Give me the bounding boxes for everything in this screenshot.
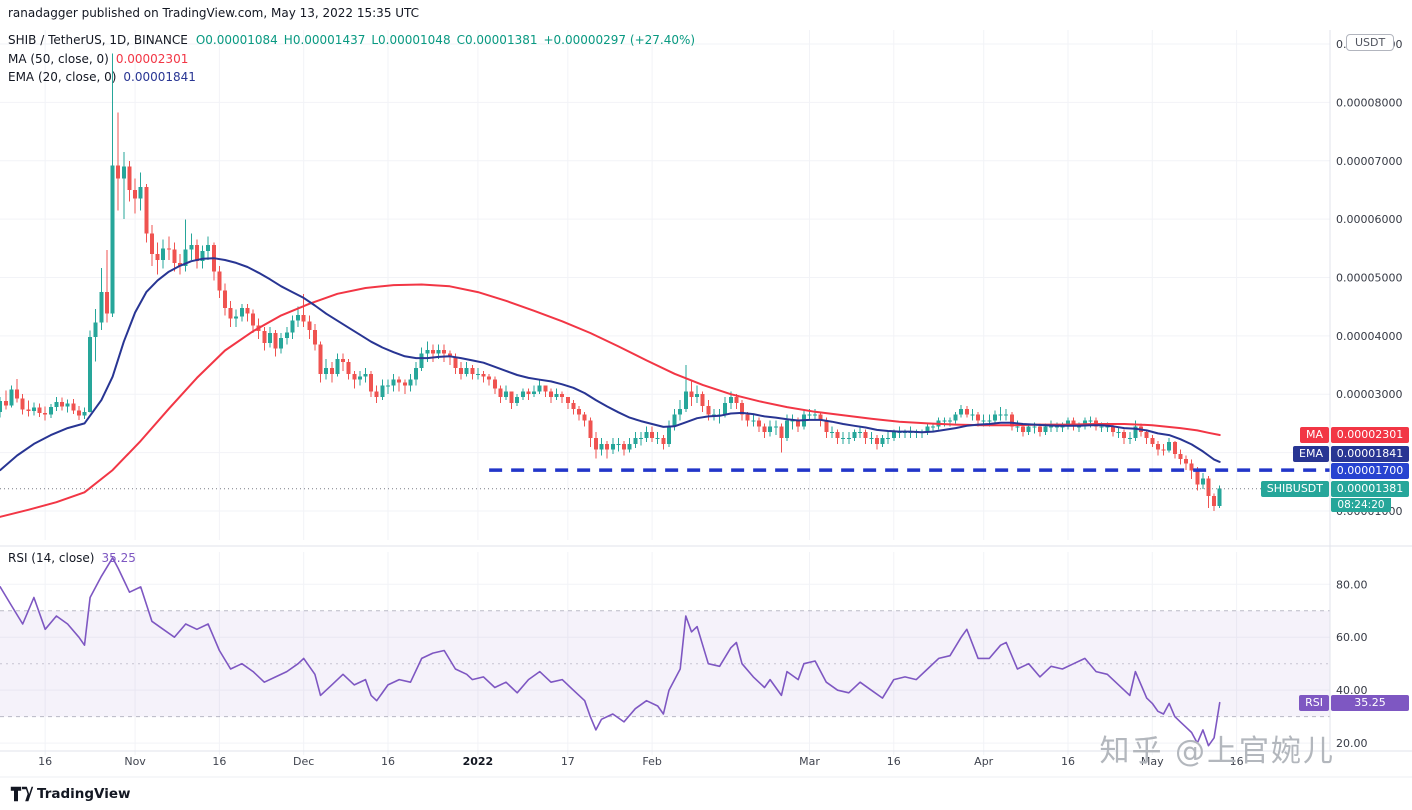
rsi-line	[0, 556, 1221, 747]
svg-text:16: 16	[381, 755, 395, 768]
last-price-badge: 0.00001381	[1331, 481, 1409, 497]
symbol-legend[interactable]: SHIB / TetherUS, 1D, BINANCE O0.00001084 H…	[8, 33, 701, 47]
ohlc-open: O0.00001084	[195, 33, 278, 47]
candle-countdown-badge: 08:24:20	[1331, 498, 1391, 512]
svg-text:16: 16	[38, 755, 52, 768]
svg-text:80.00: 80.00	[1336, 578, 1368, 591]
ema-price-badge: 0.00001841	[1331, 446, 1409, 462]
ohlc-close: C0.00001381	[456, 33, 538, 47]
svg-text:0.00008000: 0.00008000	[1336, 96, 1402, 109]
svg-text:0.00005000: 0.00005000	[1336, 271, 1402, 284]
ma-legend-label: MA (50, close, 0)	[8, 52, 109, 66]
svg-text:0.00004000: 0.00004000	[1336, 330, 1402, 343]
candles	[0, 53, 1222, 512]
zhihu-watermark: 知乎 @上官婉儿	[1099, 734, 1335, 769]
svg-text:Mar: Mar	[799, 755, 820, 768]
tradingview-logo-icon[interactable]	[10, 784, 34, 804]
rsi-axis-tag: RSI	[1299, 695, 1329, 711]
overlay-lines	[0, 257, 1330, 518]
svg-text:16: 16	[1230, 755, 1244, 768]
svg-text:Dec: Dec	[293, 755, 314, 768]
svg-text:16: 16	[887, 755, 901, 768]
rsi-legend[interactable]: RSI (14, close) 35.25	[8, 551, 136, 565]
ma-price-badge: 0.00002301	[1331, 427, 1409, 443]
support-price-badge: 0.00001700	[1331, 463, 1409, 479]
ema-axis-tag: EMA	[1293, 446, 1329, 462]
ohlc-high: H0.00001437	[283, 33, 366, 47]
ma-legend[interactable]: MA (50, close, 0) 0.00002301	[8, 52, 188, 66]
rsi-legend-label: RSI (14, close)	[8, 551, 95, 565]
svg-text:0.00003000: 0.00003000	[1336, 388, 1402, 401]
grid-lines	[0, 30, 1330, 755]
svg-text:Apr: Apr	[974, 755, 994, 768]
svg-text:0.00007000: 0.00007000	[1336, 155, 1402, 168]
ohlc-change: +0.00000297 (+27.40%)	[543, 33, 696, 47]
ohlc-low: L0.00001048	[371, 33, 451, 47]
svg-text:0.00006000: 0.00006000	[1336, 213, 1402, 226]
usdt-currency-button[interactable]: USDT	[1346, 34, 1395, 51]
ma-axis-tag: MA	[1299, 427, 1329, 443]
svg-text:40.00: 40.00	[1336, 684, 1368, 697]
published-note: ranadagger published on TradingView.com,…	[8, 6, 420, 20]
ema-legend-value: 0.00001841	[123, 70, 196, 84]
svg-text:16: 16	[1061, 755, 1075, 768]
svg-text:Nov: Nov	[124, 755, 146, 768]
ema-legend[interactable]: EMA (20, close, 0) 0.00001841	[8, 70, 196, 84]
svg-text:May: May	[1141, 755, 1164, 768]
svg-text:16: 16	[212, 755, 226, 768]
rsi-legend-value: 35.25	[101, 551, 136, 565]
symbol-title: SHIB / TetherUS, 1D, BINANCE	[8, 33, 188, 47]
rsi-value-badge: 35.25	[1331, 695, 1409, 711]
svg-text:60.00: 60.00	[1336, 631, 1368, 644]
svg-text:2022: 2022	[463, 755, 494, 768]
svg-text:Feb: Feb	[642, 755, 661, 768]
ema-legend-label: EMA (20, close, 0)	[8, 70, 117, 84]
rsi-band	[0, 610, 1330, 718]
tradingview-brand-text[interactable]: TradingView	[37, 786, 131, 802]
ma-legend-value: 0.00002301	[115, 52, 189, 66]
symbol-axis-tag: SHIBUSDT	[1260, 481, 1329, 497]
svg-text:17: 17	[561, 755, 575, 768]
svg-text:20.00: 20.00	[1336, 737, 1368, 750]
pane-separators	[0, 30, 1412, 778]
